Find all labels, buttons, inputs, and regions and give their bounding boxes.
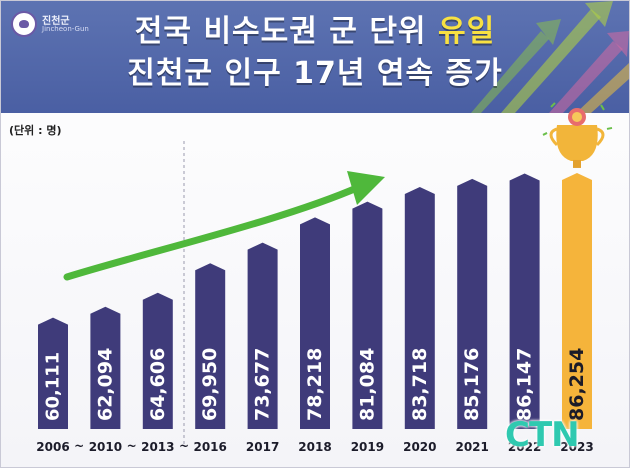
trend-arrow-icon: [63, 183, 363, 281]
bar-2016: [195, 263, 226, 429]
x-axis-label-2010: 2010: [89, 440, 122, 454]
title-line-1-text: 전국 비수도권 군 단위: [134, 14, 438, 49]
header-banner: 진천군 Jincheon-Gun 전국 비수도권 군 단위 유일 진천군 인구 …: [1, 1, 629, 113]
x-axis-label-2019: 2019: [351, 440, 384, 454]
logo-subtitle: Jincheon-Gun: [42, 25, 89, 33]
axis-range-separator: ~: [74, 439, 84, 453]
x-axis-label-2016: 2016: [193, 440, 226, 454]
trophy-icon: [542, 102, 613, 168]
x-axis-label-2021: 2021: [455, 440, 488, 454]
bar-2021: [457, 178, 488, 429]
x-axis-label-2020: 2020: [403, 440, 436, 454]
x-axis-label-2013: 2013: [141, 440, 174, 454]
bar-2020: [404, 186, 435, 429]
logo-name: 진천군: [42, 16, 70, 27]
bar-value-label-2021: 85,176: [461, 348, 483, 421]
bar-value-label-2019: 81,084: [356, 348, 378, 421]
bar-value-label-2016: 69,950: [199, 348, 221, 421]
bar-value-label-2017: 73,677: [252, 348, 274, 421]
x-axis-label-2006: 2006: [36, 440, 69, 454]
bar-2023: [562, 172, 592, 430]
x-axis-label-2023: 2023: [560, 440, 593, 454]
bar-value-label-2013: 64,606: [147, 348, 169, 421]
title-line-1: 전국 비수도권 군 단위 유일: [1, 14, 629, 50]
bar-value-label-2010: 62,094: [94, 348, 116, 421]
x-axis-label-2022: 2022: [508, 440, 541, 454]
bar-value-label-2018: 78,218: [304, 348, 326, 421]
bar-value-label-2020: 83,718: [409, 348, 431, 421]
bar-value-label-2023: 86,254: [566, 348, 588, 421]
bar-value-label-2022: 86,147: [514, 348, 536, 421]
unit-label: (단위 : 명): [9, 124, 62, 137]
title-highlight: 유일: [437, 14, 496, 49]
bar-value-label-2006: 60,111: [43, 352, 64, 421]
logo-icon: [11, 11, 37, 37]
bar-2018: [300, 217, 330, 429]
bar-2010: [90, 306, 121, 429]
rising-arrows-decoration: [471, 1, 629, 113]
bar-2022: [509, 173, 540, 429]
bar-2019: [352, 201, 383, 429]
trend-arrow-head: [347, 171, 385, 205]
bar-2013: [142, 292, 173, 429]
axis-range-separator: ~: [127, 439, 137, 453]
x-axis-label-2018: 2018: [298, 440, 331, 454]
title-line-2: 진천군 인구 17년 연속 증가: [127, 56, 503, 91]
bar-2017: [247, 242, 278, 429]
jincheon-logo: 진천군 Jincheon-Gun: [11, 11, 101, 37]
bar-2006: [38, 317, 68, 429]
ctn-watermark: CTN: [505, 415, 580, 455]
x-axis-label-2017: 2017: [246, 440, 279, 454]
axis-range-separator: ~: [179, 439, 189, 453]
